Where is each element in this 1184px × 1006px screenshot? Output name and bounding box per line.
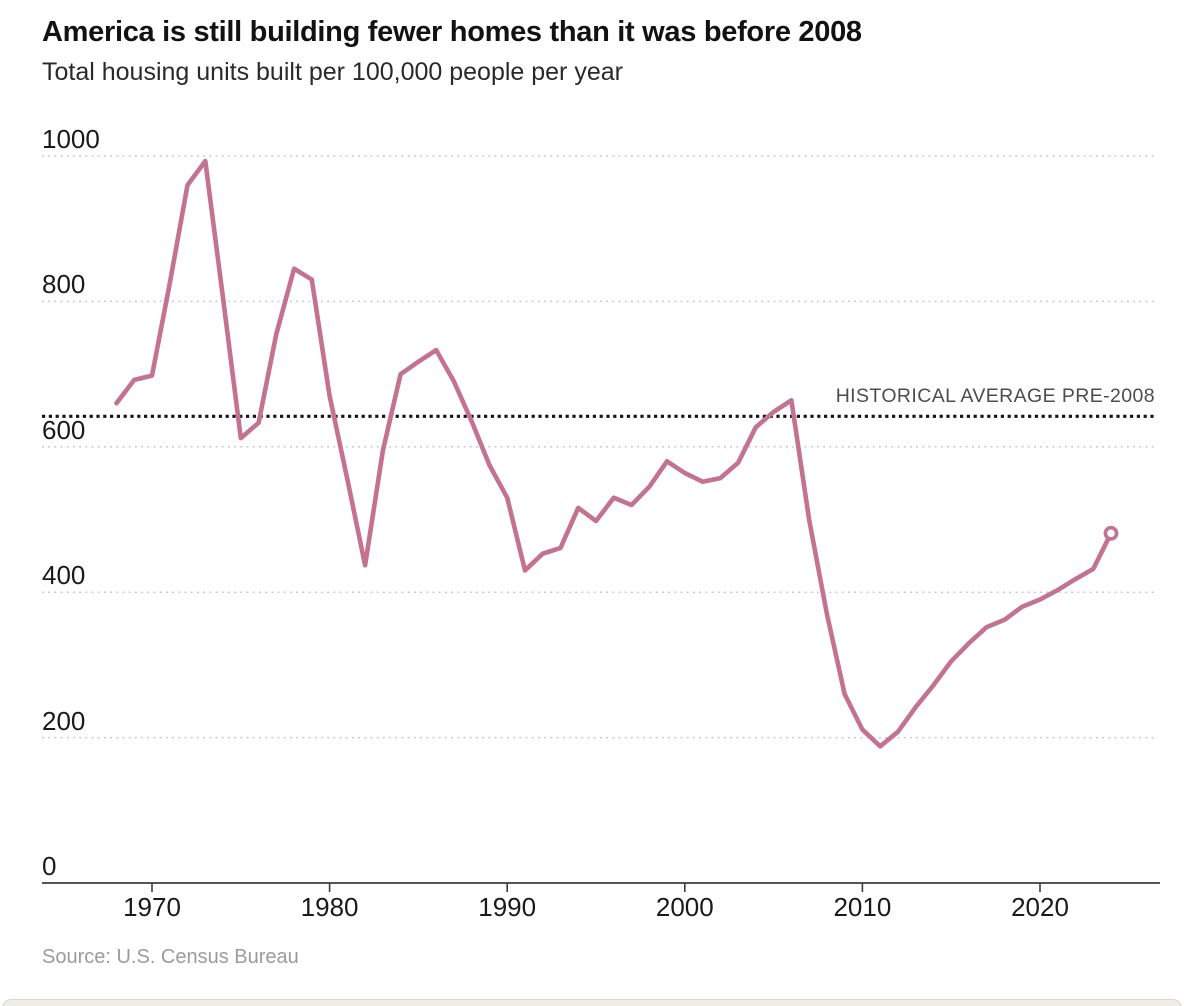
y-axis-tick-label: 600 — [42, 414, 86, 445]
x-axis-tick-label: 2020 — [1011, 892, 1069, 922]
x-axis-tick-label: 1990 — [478, 892, 537, 922]
source-note: Source: U.S. Census Bureau — [42, 946, 299, 968]
y-axis-tick-label: 400 — [42, 560, 86, 591]
y-axis-tick-label: 0 — [42, 851, 57, 881]
housing-units-line — [114, 158, 1114, 749]
x-axis-tick-label: 1970 — [123, 892, 181, 922]
endpoint-marker — [1103, 525, 1119, 541]
y-axis-tick-label: 200 — [42, 705, 86, 736]
bottom-card-edge — [2, 999, 1182, 1006]
chart-subtitle: Total housing units built per 100,000 pe… — [42, 58, 623, 86]
chart-title: America is still building fewer homes th… — [42, 16, 862, 48]
x-axis-tick-label: 1980 — [300, 892, 359, 922]
y-axis-tick-label: 1000 — [42, 124, 100, 154]
y-axis-tick-label: 800 — [42, 269, 86, 300]
x-axis-tick-label: 2000 — [655, 892, 714, 922]
historical-average-label: HISTORICAL AVERAGE PRE-2008 — [835, 385, 1155, 407]
x-axis-tick-label: 2010 — [833, 892, 892, 922]
